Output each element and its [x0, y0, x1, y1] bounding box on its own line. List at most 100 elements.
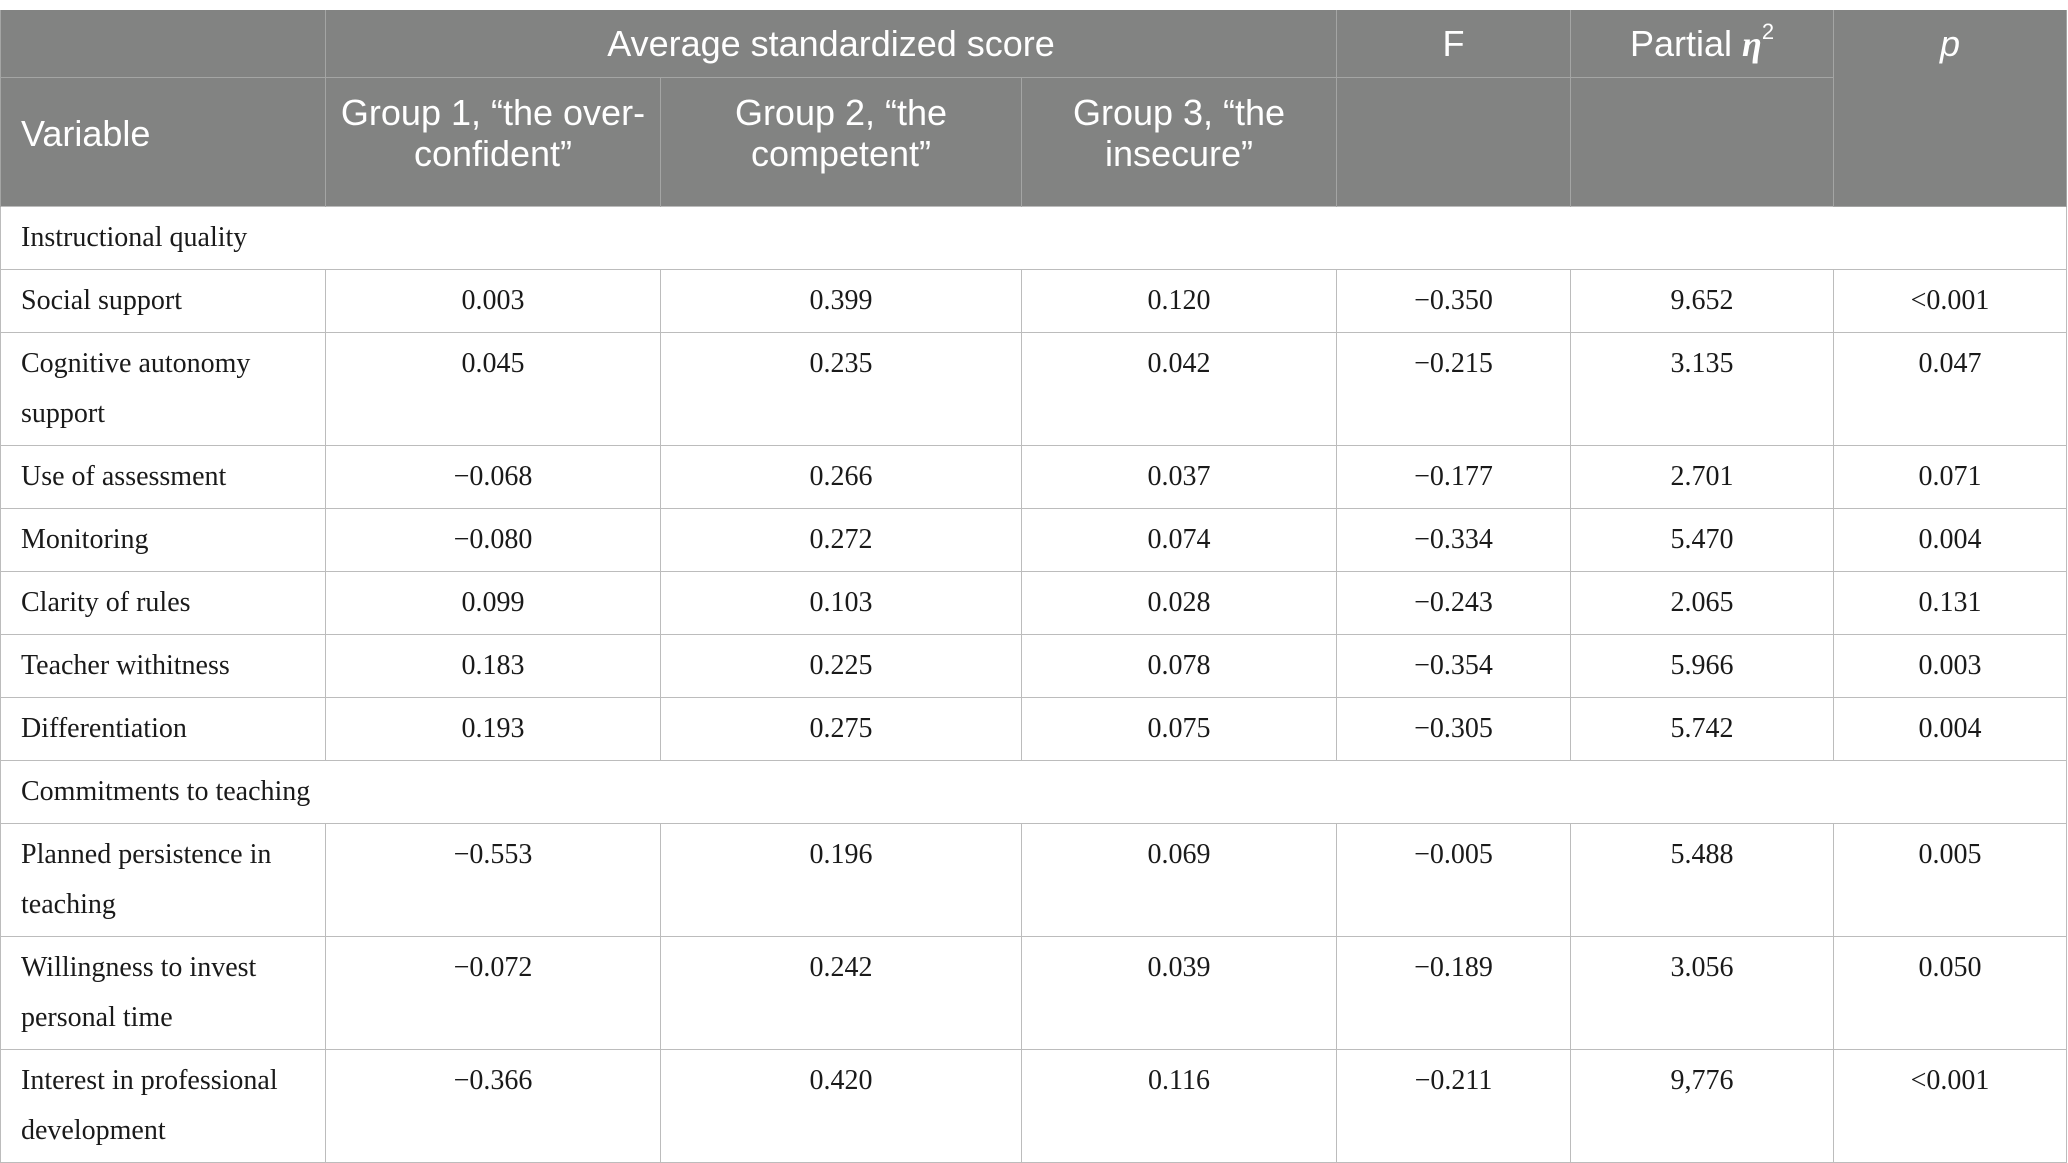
- eta-cell: 3.135: [1570, 332, 1835, 446]
- table-row: Clarity of rules 0.099 0.103 0.028 −0.24…: [0, 571, 2068, 635]
- group2-cell: 0.275: [660, 697, 1022, 761]
- group2-cell: 0.266: [660, 445, 1022, 509]
- variable-cell: Teacher withitness: [0, 634, 326, 698]
- eta-cell: 9.652: [1570, 269, 1835, 333]
- group2-cell: 0.242: [660, 936, 1022, 1050]
- group2-cell: 0.225: [660, 634, 1022, 698]
- group3-cell: 0.078: [1020, 634, 1338, 698]
- group2-cell: 0.103: [660, 571, 1022, 635]
- variable-cell: Monitoring: [0, 508, 326, 572]
- variable-cell: Clarity of rules: [0, 571, 326, 635]
- eta-header-blank: [1570, 77, 1835, 207]
- f-header: F: [1336, 10, 1572, 78]
- f-cell: −0.243: [1336, 571, 1572, 635]
- partial-eta-header: Partial η2: [1570, 10, 1835, 78]
- f-cell: −0.354: [1336, 634, 1572, 698]
- variable-cell: Cognitive autonomy support: [0, 332, 326, 446]
- group1-cell: −0.553: [325, 823, 661, 937]
- group1-cell: 0.099: [325, 571, 661, 635]
- f-header-blank: [1336, 77, 1572, 207]
- table-row: Willingness to invest personal time −0.0…: [0, 936, 2068, 1050]
- group2-cell: 0.399: [660, 269, 1022, 333]
- group1-header: Group 1, “the over-confident”: [325, 77, 661, 207]
- p-header: p: [1833, 10, 2068, 207]
- eta-cell: 9,776: [1570, 1049, 1835, 1163]
- eta-cell: 5.488: [1570, 823, 1835, 937]
- f-cell: −0.189: [1336, 936, 1572, 1050]
- group1-cell: −0.072: [325, 936, 661, 1050]
- f-cell: −0.005: [1336, 823, 1572, 937]
- group3-cell: 0.074: [1020, 508, 1338, 572]
- header-row-top: Average standardized score F Partial η2 …: [0, 10, 2068, 207]
- variable-cell: Social support: [0, 269, 326, 333]
- f-cell: −0.334: [1336, 508, 1572, 572]
- group3-cell: 0.075: [1020, 697, 1338, 761]
- variable-cell: Differentiation: [0, 697, 326, 761]
- table-header: Average standardized score F Partial η2 …: [0, 10, 2068, 207]
- empty-header-cell: [0, 10, 326, 78]
- eta-symbol: η: [1742, 23, 1762, 64]
- p-label: p: [1940, 23, 1961, 64]
- eta-cell: 2.701: [1570, 445, 1835, 509]
- average-score-header: Average standardized score: [324, 10, 1338, 78]
- group3-cell: 0.028: [1020, 571, 1338, 635]
- eta-cell: 5.966: [1570, 634, 1835, 698]
- group3-cell: 0.069: [1020, 823, 1338, 937]
- p-cell: 0.050: [1833, 936, 2068, 1050]
- table-row: Use of assessment −0.068 0.266 0.037 −0.…: [0, 445, 2068, 509]
- section-row-instructional-quality: Instructional quality: [0, 206, 2068, 270]
- table-body: Instructional quality Social support 0.0…: [0, 206, 2068, 1163]
- p-cell: 0.071: [1833, 445, 2068, 509]
- eta-cell: 3.056: [1570, 936, 1835, 1050]
- group3-header: Group 3, “the insecure”: [1020, 77, 1338, 207]
- group2-header: Group 2, “the competent”: [660, 77, 1022, 207]
- section-title: Commitments to teaching: [0, 760, 2068, 824]
- table-row: Planned persistence in teaching −0.553 0…: [0, 823, 2068, 937]
- group2-cell: 0.196: [660, 823, 1022, 937]
- p-cell: 0.004: [1833, 697, 2068, 761]
- p-cell: 0.131: [1833, 571, 2068, 635]
- p-cell: <0.001: [1833, 1049, 2068, 1163]
- section-title: Instructional quality: [0, 206, 2068, 270]
- table-row: Monitoring −0.080 0.272 0.074 −0.334 5.4…: [0, 508, 2068, 572]
- group3-cell: 0.120: [1020, 269, 1338, 333]
- variable-cell: Interest in professional development: [0, 1049, 326, 1163]
- p-cell: <0.001: [1833, 269, 2068, 333]
- table-row: Cognitive autonomy support 0.045 0.235 0…: [0, 332, 2068, 446]
- group3-cell: 0.039: [1020, 936, 1338, 1050]
- variable-header: Variable: [0, 77, 326, 207]
- group1-cell: 0.193: [325, 697, 661, 761]
- p-cell: 0.004: [1833, 508, 2068, 572]
- group1-cell: 0.183: [325, 634, 661, 698]
- group2-cell: 0.235: [660, 332, 1022, 446]
- p-cell: 0.047: [1833, 332, 2068, 446]
- variable-cell: Use of assessment: [0, 445, 326, 509]
- table-row: Differentiation 0.193 0.275 0.075 −0.305…: [0, 697, 2068, 761]
- table-row: Interest in professional development −0.…: [0, 1049, 2068, 1163]
- f-cell: −0.177: [1336, 445, 1572, 509]
- table-row: Social support 0.003 0.399 0.120 −0.350 …: [0, 269, 2068, 333]
- group2-cell: 0.272: [660, 508, 1022, 572]
- partial-eta-prefix: Partial: [1630, 22, 1743, 64]
- group1-cell: −0.080: [325, 508, 661, 572]
- p-cell: 0.003: [1833, 634, 2068, 698]
- group1-cell: −0.068: [325, 445, 661, 509]
- group3-cell: 0.116: [1020, 1049, 1338, 1163]
- header-row-bottom: Variable Group 1, “the over-confident” G…: [0, 77, 2067, 207]
- variable-cell: Planned persistence in teaching: [0, 823, 326, 937]
- eta-cell: 5.742: [1570, 697, 1835, 761]
- section-row-commitments: Commitments to teaching: [0, 760, 2068, 824]
- group2-cell: 0.420: [660, 1049, 1022, 1163]
- group1-cell: 0.045: [325, 332, 661, 446]
- group1-cell: 0.003: [325, 269, 661, 333]
- group3-cell: 0.037: [1020, 445, 1338, 509]
- group3-cell: 0.042: [1020, 332, 1338, 446]
- f-cell: −0.305: [1336, 697, 1572, 761]
- results-table-container: Average standardized score F Partial η2 …: [0, 10, 2068, 1163]
- f-cell: −0.211: [1336, 1049, 1572, 1163]
- results-table: Average standardized score F Partial η2 …: [0, 10, 2068, 1163]
- f-cell: −0.215: [1336, 332, 1572, 446]
- variable-cell: Willingness to invest personal time: [0, 936, 326, 1050]
- eta-superscript: 2: [1761, 18, 1775, 44]
- p-cell: 0.005: [1833, 823, 2068, 937]
